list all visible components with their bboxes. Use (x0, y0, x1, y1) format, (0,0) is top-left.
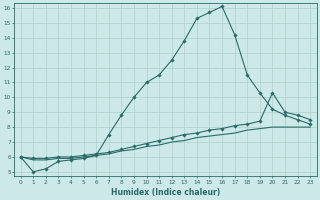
X-axis label: Humidex (Indice chaleur): Humidex (Indice chaleur) (111, 188, 220, 197)
